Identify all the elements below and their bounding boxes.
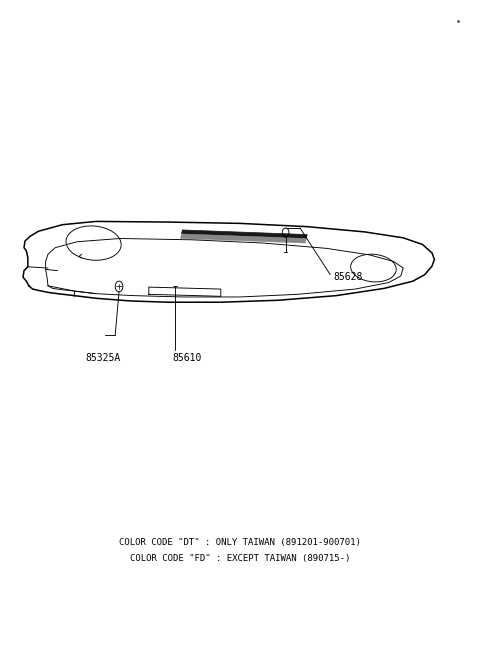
Text: 85610: 85610 xyxy=(172,353,202,363)
Polygon shape xyxy=(180,234,306,243)
Text: 85325A: 85325A xyxy=(85,353,121,363)
Polygon shape xyxy=(181,230,307,238)
Text: 85628: 85628 xyxy=(334,272,363,283)
Text: COLOR CODE "FD" : EXCEPT TAIWAN (890715-): COLOR CODE "FD" : EXCEPT TAIWAN (890715-… xyxy=(130,554,350,563)
Text: COLOR CODE "DT" : ONLY TAIWAN (891201-900701): COLOR CODE "DT" : ONLY TAIWAN (891201-90… xyxy=(119,537,361,547)
